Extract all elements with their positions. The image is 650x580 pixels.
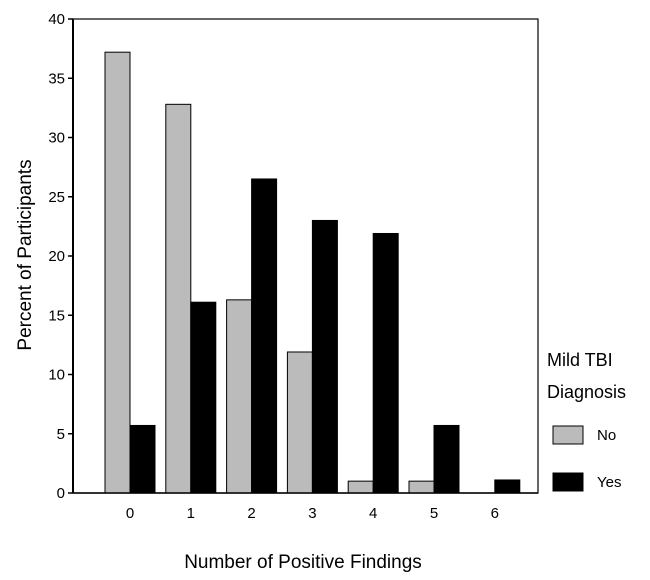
bar-no-2 (226, 299, 253, 494)
x-tick-label: 3 (308, 505, 316, 522)
bar-yes-1 (190, 301, 217, 494)
x-tick-label: 0 (126, 505, 134, 522)
y-tick-label: 40 (48, 11, 65, 28)
bar-no-0 (104, 51, 131, 494)
y-tick-label: 30 (48, 130, 65, 147)
legend-title-line2: Diagnosis (547, 382, 626, 402)
bar-yes-5 (433, 424, 460, 494)
bar-yes-3 (311, 219, 338, 494)
legend-label-yes: Yes (597, 474, 621, 491)
bar-yes-4 (372, 232, 399, 494)
y-tick-label: 10 (48, 367, 65, 384)
bar-yes-6 (494, 479, 521, 494)
bars-layer (104, 51, 521, 494)
x-axis-title: Number of Positive Findings (184, 552, 422, 573)
x-tick-label: 4 (369, 505, 377, 522)
legend-swatch-no (552, 425, 584, 445)
bar-no-5 (408, 480, 435, 494)
y-tick-label: 20 (48, 248, 65, 265)
legend: Mild TBI Diagnosis No Yes (547, 350, 626, 492)
legend-title-line1: Mild TBI (547, 350, 613, 370)
y-tick-label: 0 (57, 485, 65, 502)
y-tick-label: 15 (48, 307, 65, 324)
legend-items: No Yes (552, 425, 621, 492)
x-tick-label: 2 (247, 505, 255, 522)
x-tick-label: 5 (430, 505, 438, 522)
bar-no-1 (165, 103, 192, 494)
legend-label-no: No (597, 427, 616, 444)
y-tick-label: 5 (57, 426, 65, 443)
bar-yes-2 (251, 178, 278, 494)
y-axis: 0 5 10 15 20 25 30 35 40 (48, 11, 74, 502)
legend-swatch-yes (552, 472, 584, 492)
bar-no-4 (347, 480, 374, 494)
x-axis: 0 1 2 3 4 5 6 (73, 492, 538, 522)
y-tick-label: 25 (48, 189, 65, 206)
bar-yes-0 (129, 424, 156, 494)
y-axis-title: Percent of Participants (15, 159, 36, 350)
x-tick-label: 1 (187, 505, 195, 522)
y-tick-label: 35 (48, 70, 65, 87)
bar-no-3 (286, 351, 313, 494)
x-tick-label: 6 (491, 505, 499, 522)
